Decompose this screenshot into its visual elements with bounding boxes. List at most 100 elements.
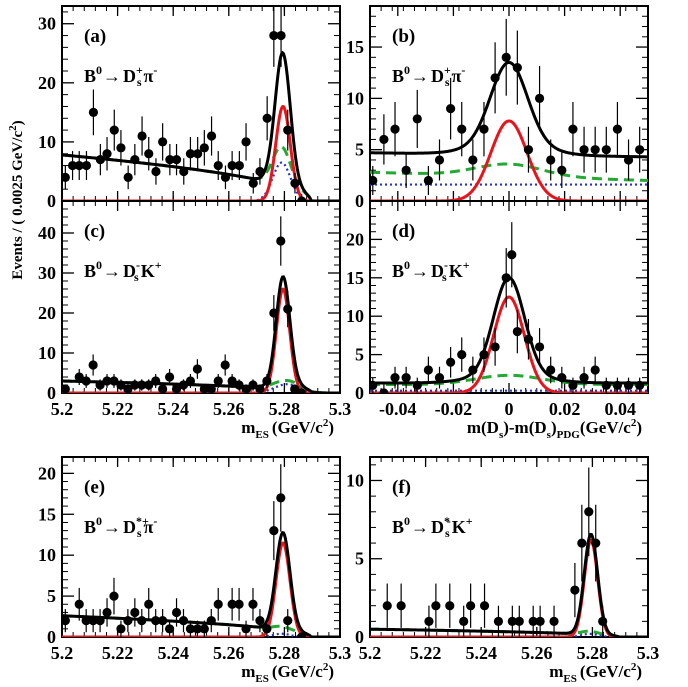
data-point: [512, 62, 522, 73]
data-point: [283, 616, 293, 626]
x-tick-label: 5.22: [102, 643, 134, 663]
data-point: [534, 93, 545, 103]
x-axis-label: mES (GeV/c2): [241, 417, 334, 441]
data-point: [193, 149, 203, 159]
data-point: [276, 30, 286, 41]
data-point: [171, 155, 182, 165]
data-point: [144, 380, 154, 390]
data-point: [276, 493, 286, 503]
data-point: [623, 380, 634, 390]
y-tick-label: 20: [38, 73, 56, 93]
data-point: [434, 155, 445, 165]
total-fit-curve: [370, 276, 648, 385]
data-point: [401, 165, 411, 175]
data-point: [446, 104, 456, 114]
signal-curve: [62, 287, 340, 393]
decay-label: B0→ D-s K+: [392, 258, 470, 284]
data-point: [171, 607, 182, 618]
data-point: [220, 360, 230, 370]
data-point: [401, 373, 411, 383]
data-point: [158, 384, 168, 393]
y-tick-label: 10: [346, 88, 364, 108]
data-point: [88, 107, 99, 117]
decay-label: B0→ D* s-K+: [392, 514, 473, 540]
y-tick-label: 15: [346, 37, 364, 57]
data-point: [213, 160, 223, 171]
data-point: [601, 380, 611, 390]
y-tick-label: 10: [346, 306, 364, 326]
data-point: [109, 125, 119, 135]
data-point: [468, 155, 478, 165]
data-point: [151, 376, 161, 386]
data-point: [213, 376, 223, 386]
total-fit-curve: [62, 530, 340, 637]
data-point: [424, 616, 434, 626]
data-point: [109, 376, 119, 386]
data-point: [227, 599, 237, 609]
total-fit-curve: [370, 532, 648, 637]
data-point: [241, 137, 251, 147]
panel-f: 0 5 10 5.2 5.22 5.24 5.26 5.28 5.3 (f) B0→ D* s-K+ mE…: [346, 456, 660, 685]
data-point: [192, 364, 202, 374]
data-point: [468, 365, 478, 375]
background-curve: [370, 373, 648, 387]
total-fit-curve: [370, 60, 648, 159]
x-tick-label: 5.2: [51, 399, 74, 419]
data-point: [179, 166, 189, 177]
data-point: [568, 380, 578, 390]
data-point: [248, 178, 258, 188]
data-point: [199, 384, 209, 393]
x-tick-label: 5.3: [637, 643, 660, 663]
data-point: [102, 376, 112, 386]
data-point: [206, 384, 216, 393]
data-point: [507, 616, 517, 626]
x-tick-label: 0: [505, 399, 514, 419]
y-tick-label: 10: [38, 132, 56, 152]
data-point: [137, 380, 147, 390]
data-point: [116, 380, 126, 390]
data-point: [241, 384, 251, 393]
data-point: [297, 632, 307, 637]
data-point: [62, 172, 70, 182]
panel-label: (e): [84, 477, 105, 498]
data-point: [62, 384, 70, 393]
y-tick-label: 10: [38, 343, 56, 363]
data-point: [370, 175, 378, 186]
data-point: [382, 601, 392, 611]
data-point: [612, 124, 623, 134]
x-tick-label: -0.04: [379, 399, 417, 419]
data-point: [601, 145, 611, 155]
data-point: [144, 599, 154, 609]
signal-curve: [62, 105, 340, 201]
data-point: [123, 172, 133, 182]
data-point: [434, 373, 445, 383]
plot-frame-f: [369, 456, 649, 638]
data-point: [248, 599, 258, 609]
data-point: [570, 585, 580, 595]
y-tick-label: 20: [38, 303, 56, 323]
data-point: [192, 624, 202, 634]
panel-b: 0 5 10 15 (b) B0→ D+ s π-: [346, 5, 649, 211]
data-point: [109, 591, 119, 601]
data-point: [171, 384, 182, 393]
data-point: [283, 125, 293, 135]
y-tick-label: 10: [38, 545, 56, 565]
data-point: [227, 376, 237, 386]
data-point: [396, 601, 406, 611]
x-tick-label: 0.04: [604, 399, 636, 419]
data-point: [185, 624, 196, 634]
panel-a: 0 10 20 30 (a) B0→ D+ s π-: [38, 5, 341, 211]
data-point: [213, 599, 223, 609]
y-tick-label: 0: [355, 383, 364, 403]
data-point: [490, 342, 500, 352]
data-point: [446, 357, 456, 367]
data-point: [297, 388, 307, 393]
data-point: [479, 350, 489, 360]
data-point: [67, 160, 78, 171]
data-point: [164, 372, 175, 382]
data-point: [379, 134, 389, 145]
x-tick-label: 5.24: [465, 643, 497, 663]
x-tick-label: 5.22: [410, 643, 442, 663]
data-point: [501, 273, 511, 283]
